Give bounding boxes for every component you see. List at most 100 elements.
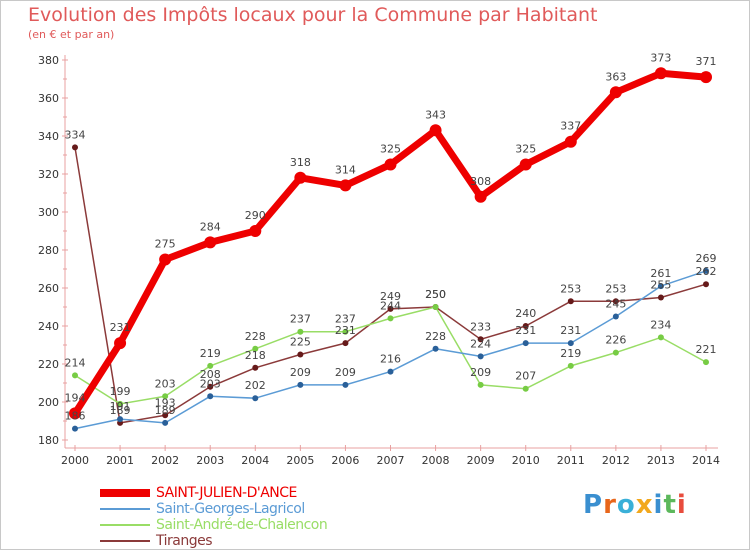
data-point [72, 144, 78, 151]
data-point [432, 345, 439, 352]
y-tick-label: 220 [38, 358, 59, 371]
y-tick-label: 300 [38, 206, 59, 219]
legend-item: Saint-Georges-Lagricol [100, 501, 327, 517]
data-label: 207 [515, 370, 536, 383]
legend-swatch [100, 489, 150, 497]
data-point [522, 385, 529, 392]
data-point [477, 381, 484, 388]
y-tick-label: 200 [38, 396, 59, 409]
chart-title: Evolution des Impôts locaux pour la Comm… [28, 4, 598, 26]
data-label: 314 [335, 163, 356, 176]
data-point [72, 372, 78, 379]
data-point [297, 381, 304, 388]
data-label: 231 [515, 324, 536, 337]
data-label: 334 [65, 128, 86, 141]
data-label: 209 [290, 366, 311, 379]
data-point [703, 267, 709, 274]
data-label: 209 [335, 366, 356, 379]
data-label: 219 [200, 347, 221, 360]
chart-subtitle: (en € et par an) [28, 28, 115, 41]
data-point [342, 328, 349, 335]
legend-label: Saint-Georges-Lagricol [156, 501, 305, 517]
y-tick-label: 380 [38, 54, 59, 67]
data-label: 231 [560, 324, 581, 337]
data-point [519, 158, 532, 171]
data-point [159, 253, 172, 266]
data-label: 193 [155, 396, 176, 409]
data-label: 269 [696, 252, 717, 265]
data-label: 202 [245, 379, 266, 392]
data-label: 343 [425, 108, 446, 121]
data-point [162, 412, 169, 419]
y-tick-label: 180 [38, 434, 59, 447]
data-label: 186 [65, 410, 86, 423]
series-2 [72, 304, 709, 407]
legend-item: Saint-André-de-Chalencon [100, 517, 328, 533]
data-point [432, 304, 439, 310]
data-point [297, 351, 304, 358]
x-tick-label: 2004 [241, 454, 269, 467]
data-label: 228 [425, 330, 446, 343]
data-point [567, 298, 574, 305]
legend-label: Saint-André-de-Chalencon [156, 517, 328, 533]
data-point [612, 313, 619, 320]
data-point [162, 393, 169, 400]
data-point [72, 425, 78, 432]
data-label: 325 [515, 143, 536, 156]
data-label: 214 [65, 356, 86, 369]
data-label: 253 [560, 282, 581, 295]
data-label: 325 [380, 143, 401, 156]
y-tick-label: 360 [38, 92, 59, 105]
proxiti-logo: Proxiti [583, 490, 687, 520]
x-tick-label: 2002 [151, 454, 179, 467]
series-0 [69, 67, 712, 420]
data-label: 318 [290, 156, 311, 169]
data-label: 249 [380, 290, 401, 303]
data-point [567, 362, 574, 369]
data-point [387, 305, 394, 312]
y-tick-label: 240 [38, 320, 59, 333]
data-point [387, 315, 394, 322]
data-point [703, 359, 709, 366]
data-label: 221 [696, 343, 717, 356]
data-point [207, 383, 214, 390]
data-label: 203 [200, 377, 221, 390]
y-tick-label: 280 [38, 244, 59, 257]
data-label: 290 [245, 209, 266, 222]
x-tick-label: 2006 [331, 454, 359, 467]
data-label: 219 [560, 347, 581, 360]
data-label: 237 [290, 313, 311, 326]
data-point [657, 283, 664, 290]
data-point [252, 345, 259, 352]
data-point [564, 135, 577, 148]
x-tick-label: 2014 [692, 454, 720, 467]
x-tick-label: 2007 [377, 454, 405, 467]
data-label: 245 [605, 298, 626, 311]
x-tick-label: 2000 [61, 454, 89, 467]
data-label: 231 [110, 321, 131, 334]
data-label: 189 [110, 404, 131, 417]
data-label: 363 [605, 70, 626, 83]
x-tick-label: 2001 [106, 454, 134, 467]
data-label: 208 [200, 368, 221, 381]
x-tick-label: 2011 [557, 454, 585, 467]
data-label: 191 [110, 400, 131, 413]
data-point [204, 236, 217, 249]
data-label: 225 [290, 336, 311, 349]
data-label: 373 [650, 51, 671, 64]
data-label: 261 [650, 267, 671, 280]
data-label: 228 [245, 330, 266, 343]
x-tick-label: 2012 [602, 454, 630, 467]
data-point [207, 362, 214, 369]
data-label: 218 [245, 349, 266, 362]
data-point [294, 171, 307, 184]
data-point [162, 419, 169, 426]
x-tick-label: 2013 [647, 454, 675, 467]
data-label: 209 [470, 366, 491, 379]
data-point [612, 298, 619, 305]
data-point [117, 416, 124, 423]
legend-label: Tiranges [156, 533, 213, 549]
data-point [387, 368, 394, 375]
x-tick-label: 2003 [196, 454, 224, 467]
